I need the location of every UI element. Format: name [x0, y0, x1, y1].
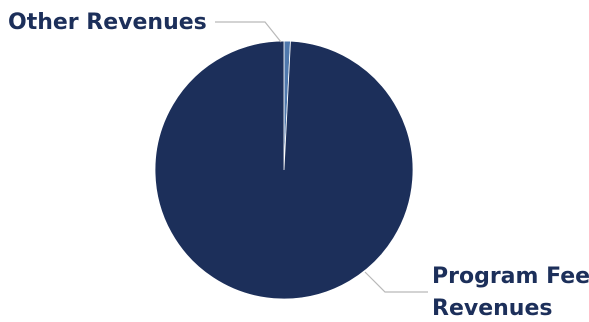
leader-line-other-revenues — [215, 21, 282, 43]
leader-line-program-fee-revenues — [364, 271, 428, 293]
pie-slices — [154, 40, 414, 300]
label-other-revenues: Other Revenues — [8, 10, 207, 35]
label-program-fee-line2: Revenues — [432, 296, 552, 321]
pie-slice-program-fee-revenues — [154, 40, 414, 300]
label-program-fee-line1: Program Fee — [432, 264, 589, 289]
